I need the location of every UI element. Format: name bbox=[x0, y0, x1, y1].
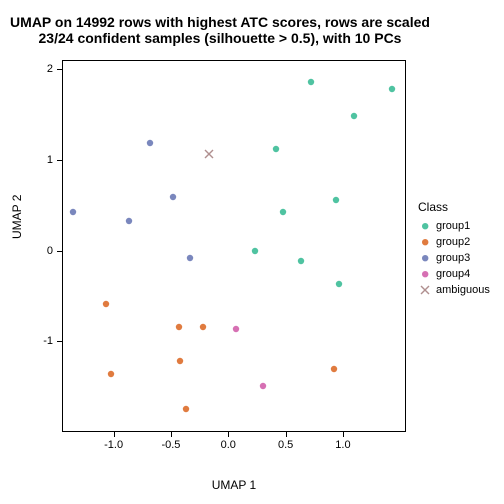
x-tick bbox=[343, 432, 344, 437]
point-group4 bbox=[233, 326, 239, 332]
y-tick-label: 2 bbox=[33, 63, 53, 75]
y-tick-label: -1 bbox=[33, 335, 53, 347]
x-axis-label: UMAP 1 bbox=[0, 478, 468, 492]
x-tick-label: 1.0 bbox=[335, 439, 350, 451]
y-tick bbox=[57, 69, 62, 70]
point-group1 bbox=[308, 79, 314, 85]
point-group1 bbox=[273, 146, 279, 152]
legend: Class group1 group2 group3 group4 ambiguous bbox=[418, 200, 490, 298]
circle-marker-icon bbox=[418, 219, 432, 233]
point-group3 bbox=[187, 255, 193, 261]
x-tick bbox=[228, 432, 229, 437]
legend-label: group4 bbox=[436, 268, 470, 280]
legend-title: Class bbox=[418, 200, 490, 214]
y-tick bbox=[57, 251, 62, 252]
legend-label: ambiguous bbox=[436, 284, 490, 296]
y-tick bbox=[57, 341, 62, 342]
point-group1 bbox=[351, 113, 357, 119]
point-group2 bbox=[331, 366, 337, 372]
legend-item-group1: group1 bbox=[418, 218, 490, 234]
point-group3 bbox=[70, 209, 76, 215]
x-marker-icon bbox=[418, 283, 432, 297]
legend-item-ambiguous: ambiguous bbox=[418, 282, 490, 298]
y-tick bbox=[57, 160, 62, 161]
point-group1 bbox=[333, 197, 339, 203]
circle-marker-icon bbox=[418, 251, 432, 265]
point-group2 bbox=[183, 406, 189, 412]
point-group1 bbox=[336, 281, 342, 287]
circle-marker-icon bbox=[418, 267, 432, 281]
point-group2 bbox=[176, 324, 182, 330]
circle-marker-icon bbox=[418, 235, 432, 249]
y-tick-label: 0 bbox=[33, 245, 53, 257]
chart-title: UMAP on 14992 rows with highest ATC scor… bbox=[0, 14, 440, 46]
legend-label: group2 bbox=[436, 236, 470, 248]
point-group2 bbox=[177, 358, 183, 364]
point-group1 bbox=[251, 247, 257, 253]
point-group1 bbox=[389, 86, 395, 92]
point-group3 bbox=[170, 194, 176, 200]
title-line-1: UMAP on 14992 rows with highest ATC scor… bbox=[0, 14, 440, 30]
point-ambiguous bbox=[205, 150, 213, 158]
point-group3 bbox=[125, 217, 131, 223]
chart-container: UMAP on 14992 rows with highest ATC scor… bbox=[0, 0, 504, 504]
point-group2 bbox=[200, 324, 206, 330]
point-group4 bbox=[259, 383, 265, 389]
x-tick-label: -1.0 bbox=[104, 439, 123, 451]
y-axis-label: UMAP 2 bbox=[10, 195, 24, 239]
x-tick-label: -0.5 bbox=[161, 439, 180, 451]
legend-label: group3 bbox=[436, 252, 470, 264]
point-group1 bbox=[280, 208, 286, 214]
x-tick-label: 0.0 bbox=[221, 439, 236, 451]
point-group3 bbox=[147, 139, 153, 145]
title-line-2: 23/24 confident samples (silhouette > 0.… bbox=[0, 30, 440, 46]
x-tick bbox=[171, 432, 172, 437]
y-tick-label: 1 bbox=[33, 154, 53, 166]
legend-item-group2: group2 bbox=[418, 234, 490, 250]
point-group2 bbox=[102, 301, 108, 307]
point-group1 bbox=[297, 258, 303, 264]
point-group2 bbox=[108, 371, 114, 377]
x-tick-label: 0.5 bbox=[278, 439, 293, 451]
x-tick bbox=[286, 432, 287, 437]
legend-label: group1 bbox=[436, 220, 470, 232]
legend-item-group3: group3 bbox=[418, 250, 490, 266]
legend-item-group4: group4 bbox=[418, 266, 490, 282]
x-tick bbox=[114, 432, 115, 437]
